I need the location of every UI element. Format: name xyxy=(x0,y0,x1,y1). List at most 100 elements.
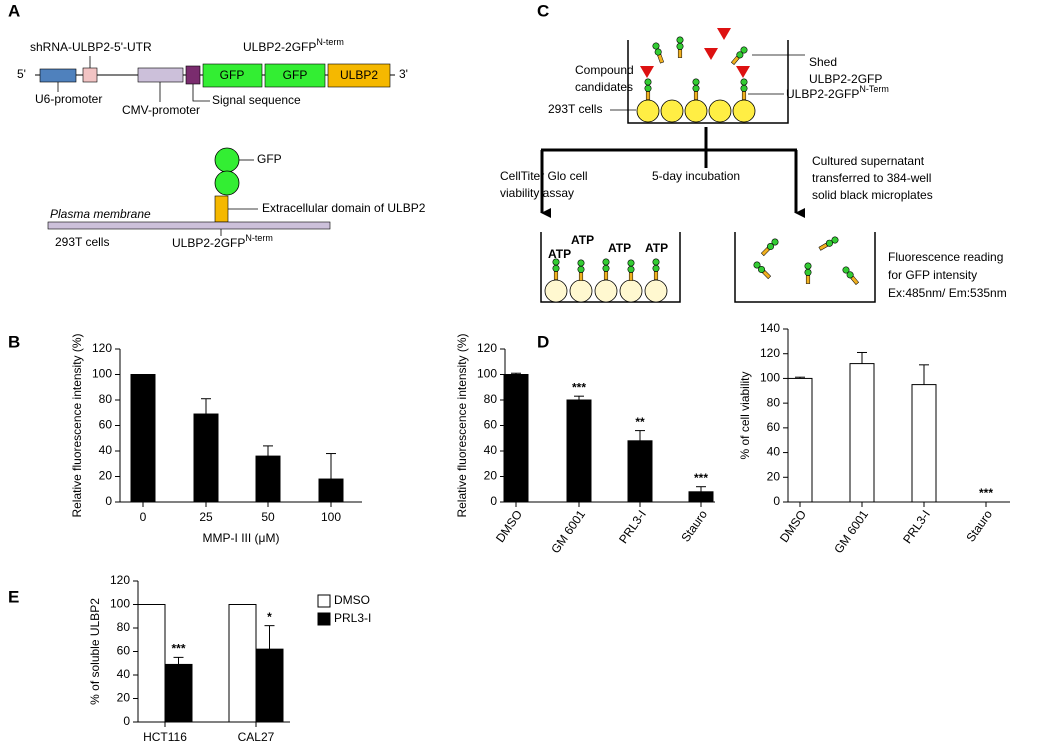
label: for GFP intensity xyxy=(888,268,977,282)
y-tick-label: 100 xyxy=(477,367,497,381)
x-tick-label: GM 6001 xyxy=(548,507,588,556)
label: CMV-promoter xyxy=(122,103,200,117)
bar xyxy=(318,478,344,503)
significance: * xyxy=(267,610,272,624)
y-tick-label: 80 xyxy=(484,392,498,406)
y-tick-label: 60 xyxy=(99,418,113,432)
label: ATP xyxy=(608,241,631,255)
x-tick-label: DMSO xyxy=(493,508,525,546)
y-tick-label: 100 xyxy=(110,597,130,611)
x-tick-label: 0 xyxy=(140,510,147,524)
x-tick-label: 100 xyxy=(321,510,341,524)
x-tick-label: DMSO xyxy=(777,508,809,546)
y-tick-label: 100 xyxy=(760,371,780,385)
label: ULBP2-2GFPN-term xyxy=(172,233,273,250)
y-tick-label: 120 xyxy=(92,341,112,355)
label: N-term xyxy=(245,233,273,243)
significance: ** xyxy=(635,415,645,429)
y-tick-label: 40 xyxy=(484,443,498,457)
x-tick-label: 25 xyxy=(199,510,213,524)
y-tick-label: 20 xyxy=(99,469,113,483)
bar xyxy=(849,363,875,503)
bar xyxy=(627,440,653,503)
label: N-term xyxy=(316,37,344,47)
x-tick-label: 50 xyxy=(261,510,275,524)
bar xyxy=(503,374,529,503)
ulbp2-box xyxy=(327,63,391,88)
label: GFP xyxy=(220,68,245,82)
y-tick-label: 100 xyxy=(92,367,112,381)
membrane xyxy=(47,221,331,230)
panel-label: A xyxy=(8,1,20,20)
significance: *** xyxy=(694,471,708,485)
label: Extracellular domain of ULBP2 xyxy=(262,201,426,215)
x-tick-label: Stauro xyxy=(678,507,710,544)
y-tick-label: 120 xyxy=(110,573,130,587)
x-tick-label: CAL27 xyxy=(238,730,275,744)
legend-swatch xyxy=(317,612,331,626)
y-tick-label: 20 xyxy=(117,691,131,705)
panel-label: B xyxy=(8,332,20,351)
label: ULBP2-2GFPN-term xyxy=(243,37,344,54)
y-tick-label: 80 xyxy=(767,395,781,409)
label: ATP xyxy=(548,247,571,261)
u6-box xyxy=(39,68,77,83)
y-tick-label: 0 xyxy=(123,714,130,728)
bar xyxy=(255,455,281,503)
bar xyxy=(130,374,156,503)
label: GFP xyxy=(257,152,282,166)
bar xyxy=(688,491,714,503)
gfp-box xyxy=(264,63,326,88)
bar xyxy=(911,384,937,503)
y-tick-label: 0 xyxy=(105,494,112,508)
y-tick-label: 0 xyxy=(773,494,780,508)
label: 293T cells xyxy=(55,235,109,249)
y-tick-label: 60 xyxy=(117,644,131,658)
bar xyxy=(228,604,257,723)
x-tick-label: PRL3-I xyxy=(900,508,933,547)
label: ULBP2-2GFP xyxy=(809,72,882,86)
y-tick-label: 60 xyxy=(484,418,498,432)
signal-box xyxy=(185,65,201,85)
significance: *** xyxy=(979,486,993,500)
label: 293T cells xyxy=(548,102,602,116)
gfp-box xyxy=(202,63,263,88)
legend-swatch xyxy=(317,594,331,608)
label: ULBP2-2GFP xyxy=(786,87,859,101)
label: U6-promoter xyxy=(35,92,102,106)
y-tick-label: 140 xyxy=(760,321,780,335)
label: transferred to 384-well xyxy=(812,171,931,185)
bar xyxy=(164,663,193,723)
label: ULBP2-2GFP xyxy=(243,40,316,54)
x-tick-label: PRL3-I xyxy=(616,508,649,547)
label: 5-day incubation xyxy=(652,169,740,183)
label: ULBP2 xyxy=(340,68,378,82)
y-tick-label: 40 xyxy=(117,667,131,681)
label: solid black microplates xyxy=(812,188,933,202)
label: ATP xyxy=(571,233,594,247)
label: CellTiter Glo cell xyxy=(500,169,588,183)
label: candidates xyxy=(575,80,633,94)
label: ULBP2-2GFPN-Term xyxy=(786,84,889,101)
bar xyxy=(787,377,813,503)
y-tick-label: 0 xyxy=(490,494,497,508)
label: 5' xyxy=(17,67,26,81)
legend-label: PRL3-I xyxy=(334,611,371,625)
x-tick-label: GM 6001 xyxy=(831,507,871,556)
label: 3' xyxy=(399,67,408,81)
x-tick-label: Stauro xyxy=(963,507,995,544)
cmv-box xyxy=(137,67,184,83)
y-tick-label: 20 xyxy=(484,469,498,483)
label: viability assay xyxy=(500,186,574,200)
label: Signal sequence xyxy=(212,93,301,107)
significance: *** xyxy=(572,380,586,394)
bar xyxy=(137,604,166,723)
y-tick-label: 80 xyxy=(99,392,113,406)
bar xyxy=(255,648,284,723)
bar xyxy=(193,413,219,503)
label: Plasma membrane xyxy=(50,207,151,221)
y-tick-label: 40 xyxy=(767,445,781,459)
y-tick-label: 20 xyxy=(767,469,781,483)
y-axis-label: Relative fluorescence intensity (%) xyxy=(70,333,84,517)
